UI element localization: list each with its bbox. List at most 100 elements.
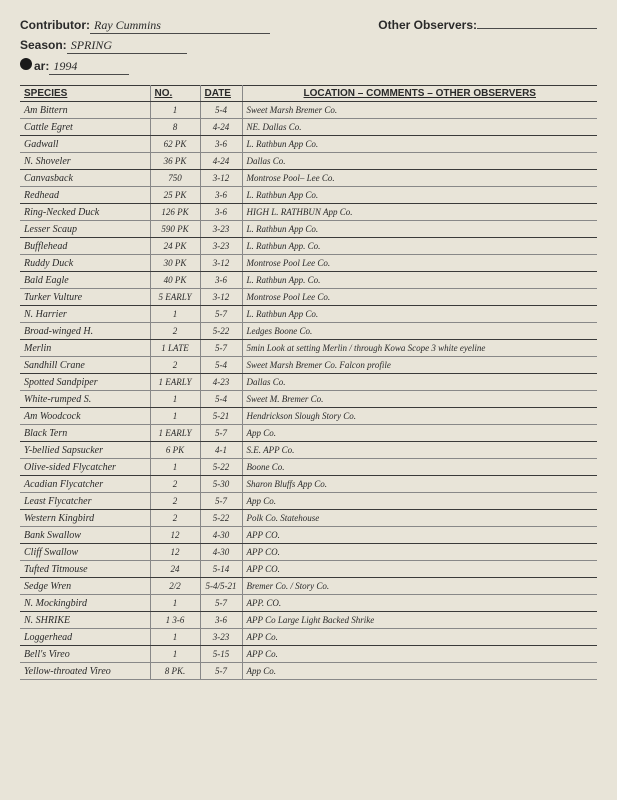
col-no-header: NO. (150, 86, 200, 102)
table-row: Yellow-throated Vireo8 PK.5-7App Co. (20, 663, 597, 680)
cell-date: 5-22 (200, 459, 242, 476)
cell-date: 3-23 (200, 629, 242, 646)
cell-location: Polk Co. Statehouse (242, 510, 597, 527)
cell-date: 4-24 (200, 153, 242, 170)
cell-species: Ring-Necked Duck (20, 204, 150, 221)
cell-date: 5-15 (200, 646, 242, 663)
table-row: N. Mockingbird15-7APP. CO. (20, 595, 597, 612)
cell-no: 1 (150, 646, 200, 663)
table-row: Least Flycatcher25-7App Co. (20, 493, 597, 510)
cell-no: 2/2 (150, 578, 200, 595)
cell-no: 1 (150, 391, 200, 408)
cell-no: 12 (150, 544, 200, 561)
col-date-header: DATE (200, 86, 242, 102)
cell-date: 5-22 (200, 510, 242, 527)
cell-location: APP Co. (242, 646, 597, 663)
table-row: Lesser Scaup590 PK3-23L. Rathbun App Co. (20, 221, 597, 238)
cell-species: Acadian Flycatcher (20, 476, 150, 493)
year-label: ar: (34, 59, 49, 73)
cell-no: 750 (150, 170, 200, 187)
cell-no: 1 EARLY (150, 374, 200, 391)
table-row: Cliff Swallow124-30APP CO. (20, 544, 597, 561)
cell-no: 1 3-6 (150, 612, 200, 629)
table-row: Ring-Necked Duck126 PK3-6HIGH L. RATHBUN… (20, 204, 597, 221)
cell-no: 1 (150, 459, 200, 476)
cell-no: 2 (150, 493, 200, 510)
cell-species: Broad-winged H. (20, 323, 150, 340)
cell-species: N. Shoveler (20, 153, 150, 170)
cell-location: Montrose Pool Lee Co. (242, 289, 597, 306)
cell-species: Least Flycatcher (20, 493, 150, 510)
cell-location: Sweet M. Bremer Co. (242, 391, 597, 408)
cell-no: 2 (150, 357, 200, 374)
year-value: 1994 (49, 59, 129, 75)
cell-date: 3-12 (200, 170, 242, 187)
cell-no: 1 (150, 102, 200, 119)
cell-species: Yellow-throated Vireo (20, 663, 150, 680)
cell-location: L. Rathbun App. Co. (242, 238, 597, 255)
cell-date: 3-6 (200, 612, 242, 629)
table-row: Gadwall62 PK3-6L. Rathbun App Co. (20, 136, 597, 153)
table-row: Broad-winged H.25-22Ledges Boone Co. (20, 323, 597, 340)
table-row: Sedge Wren2/25-4/5-21Bremer Co. / Story … (20, 578, 597, 595)
table-row: Ruddy Duck30 PK3-12Montrose Pool Lee Co. (20, 255, 597, 272)
cell-no: 6 PK (150, 442, 200, 459)
table-row: Turker Vulture5 EARLY3-12Montrose Pool L… (20, 289, 597, 306)
table-row: Spotted Sandpiper1 EARLY4-23Dallas Co. (20, 374, 597, 391)
cell-location: APP CO. (242, 544, 597, 561)
cell-date: 3-6 (200, 204, 242, 221)
cell-date: 4-1 (200, 442, 242, 459)
cell-location: Sweet Marsh Bremer Co. (242, 102, 597, 119)
observation-table: SPECIES NO. DATE LOCATION – COMMENTS – O… (20, 85, 597, 680)
cell-location: Ledges Boone Co. (242, 323, 597, 340)
cell-species: Loggerhead (20, 629, 150, 646)
cell-species: Olive-sided Flycatcher (20, 459, 150, 476)
cell-date: 4-30 (200, 544, 242, 561)
table-row: Western Kingbird25-22Polk Co. Statehouse (20, 510, 597, 527)
cell-species: Ruddy Duck (20, 255, 150, 272)
cell-no: 1 EARLY (150, 425, 200, 442)
cell-no: 25 PK (150, 187, 200, 204)
cell-location: APP CO. (242, 527, 597, 544)
cell-species: Merlin (20, 340, 150, 357)
cell-no: 1 (150, 629, 200, 646)
cell-species: Cattle Egret (20, 119, 150, 136)
cell-species: Bufflehead (20, 238, 150, 255)
cell-species: Sandhill Crane (20, 357, 150, 374)
cell-species: Lesser Scaup (20, 221, 150, 238)
table-row: Sandhill Crane25-4Sweet Marsh Bremer Co.… (20, 357, 597, 374)
table-row: Redhead25 PK3-6L. Rathbun App Co. (20, 187, 597, 204)
cell-location: L. Rathbun App. Co. (242, 272, 597, 289)
table-row: N. Harrier15-7L. Rathbun App Co. (20, 306, 597, 323)
cell-no: 126 PK (150, 204, 200, 221)
cell-species: Bald Eagle (20, 272, 150, 289)
cell-location: Hendrickson Slough Story Co. (242, 408, 597, 425)
cell-location: APP. CO. (242, 595, 597, 612)
other-observers-label: Other Observers: (378, 18, 477, 32)
cell-species: Spotted Sandpiper (20, 374, 150, 391)
cell-date: 5-30 (200, 476, 242, 493)
table-row: Bell's Vireo15-15APP Co. (20, 646, 597, 663)
table-row: Bank Swallow124-30APP CO. (20, 527, 597, 544)
col-loc-header: LOCATION – COMMENTS – OTHER OBSERVERS (242, 86, 597, 102)
cell-no: 40 PK (150, 272, 200, 289)
cell-date: 5-21 (200, 408, 242, 425)
cell-no: 590 PK (150, 221, 200, 238)
cell-date: 3-6 (200, 272, 242, 289)
cell-species: Black Tern (20, 425, 150, 442)
cell-location: Dallas Co. (242, 153, 597, 170)
season-label: Season: (20, 38, 67, 52)
cell-no: 24 PK (150, 238, 200, 255)
cell-location: Sweet Marsh Bremer Co. Falcon profile (242, 357, 597, 374)
cell-date: 3-23 (200, 221, 242, 238)
table-row: Bufflehead24 PK3-23L. Rathbun App. Co. (20, 238, 597, 255)
cell-species: Am Bittern (20, 102, 150, 119)
cell-no: 1 (150, 408, 200, 425)
cell-no: 24 (150, 561, 200, 578)
cell-species: Cliff Swallow (20, 544, 150, 561)
season-value: SPRING (67, 38, 187, 54)
cell-date: 5-4 (200, 102, 242, 119)
hole-punch-icon (20, 58, 32, 70)
cell-date: 5-7 (200, 493, 242, 510)
cell-location: NE. Dallas Co. (242, 119, 597, 136)
